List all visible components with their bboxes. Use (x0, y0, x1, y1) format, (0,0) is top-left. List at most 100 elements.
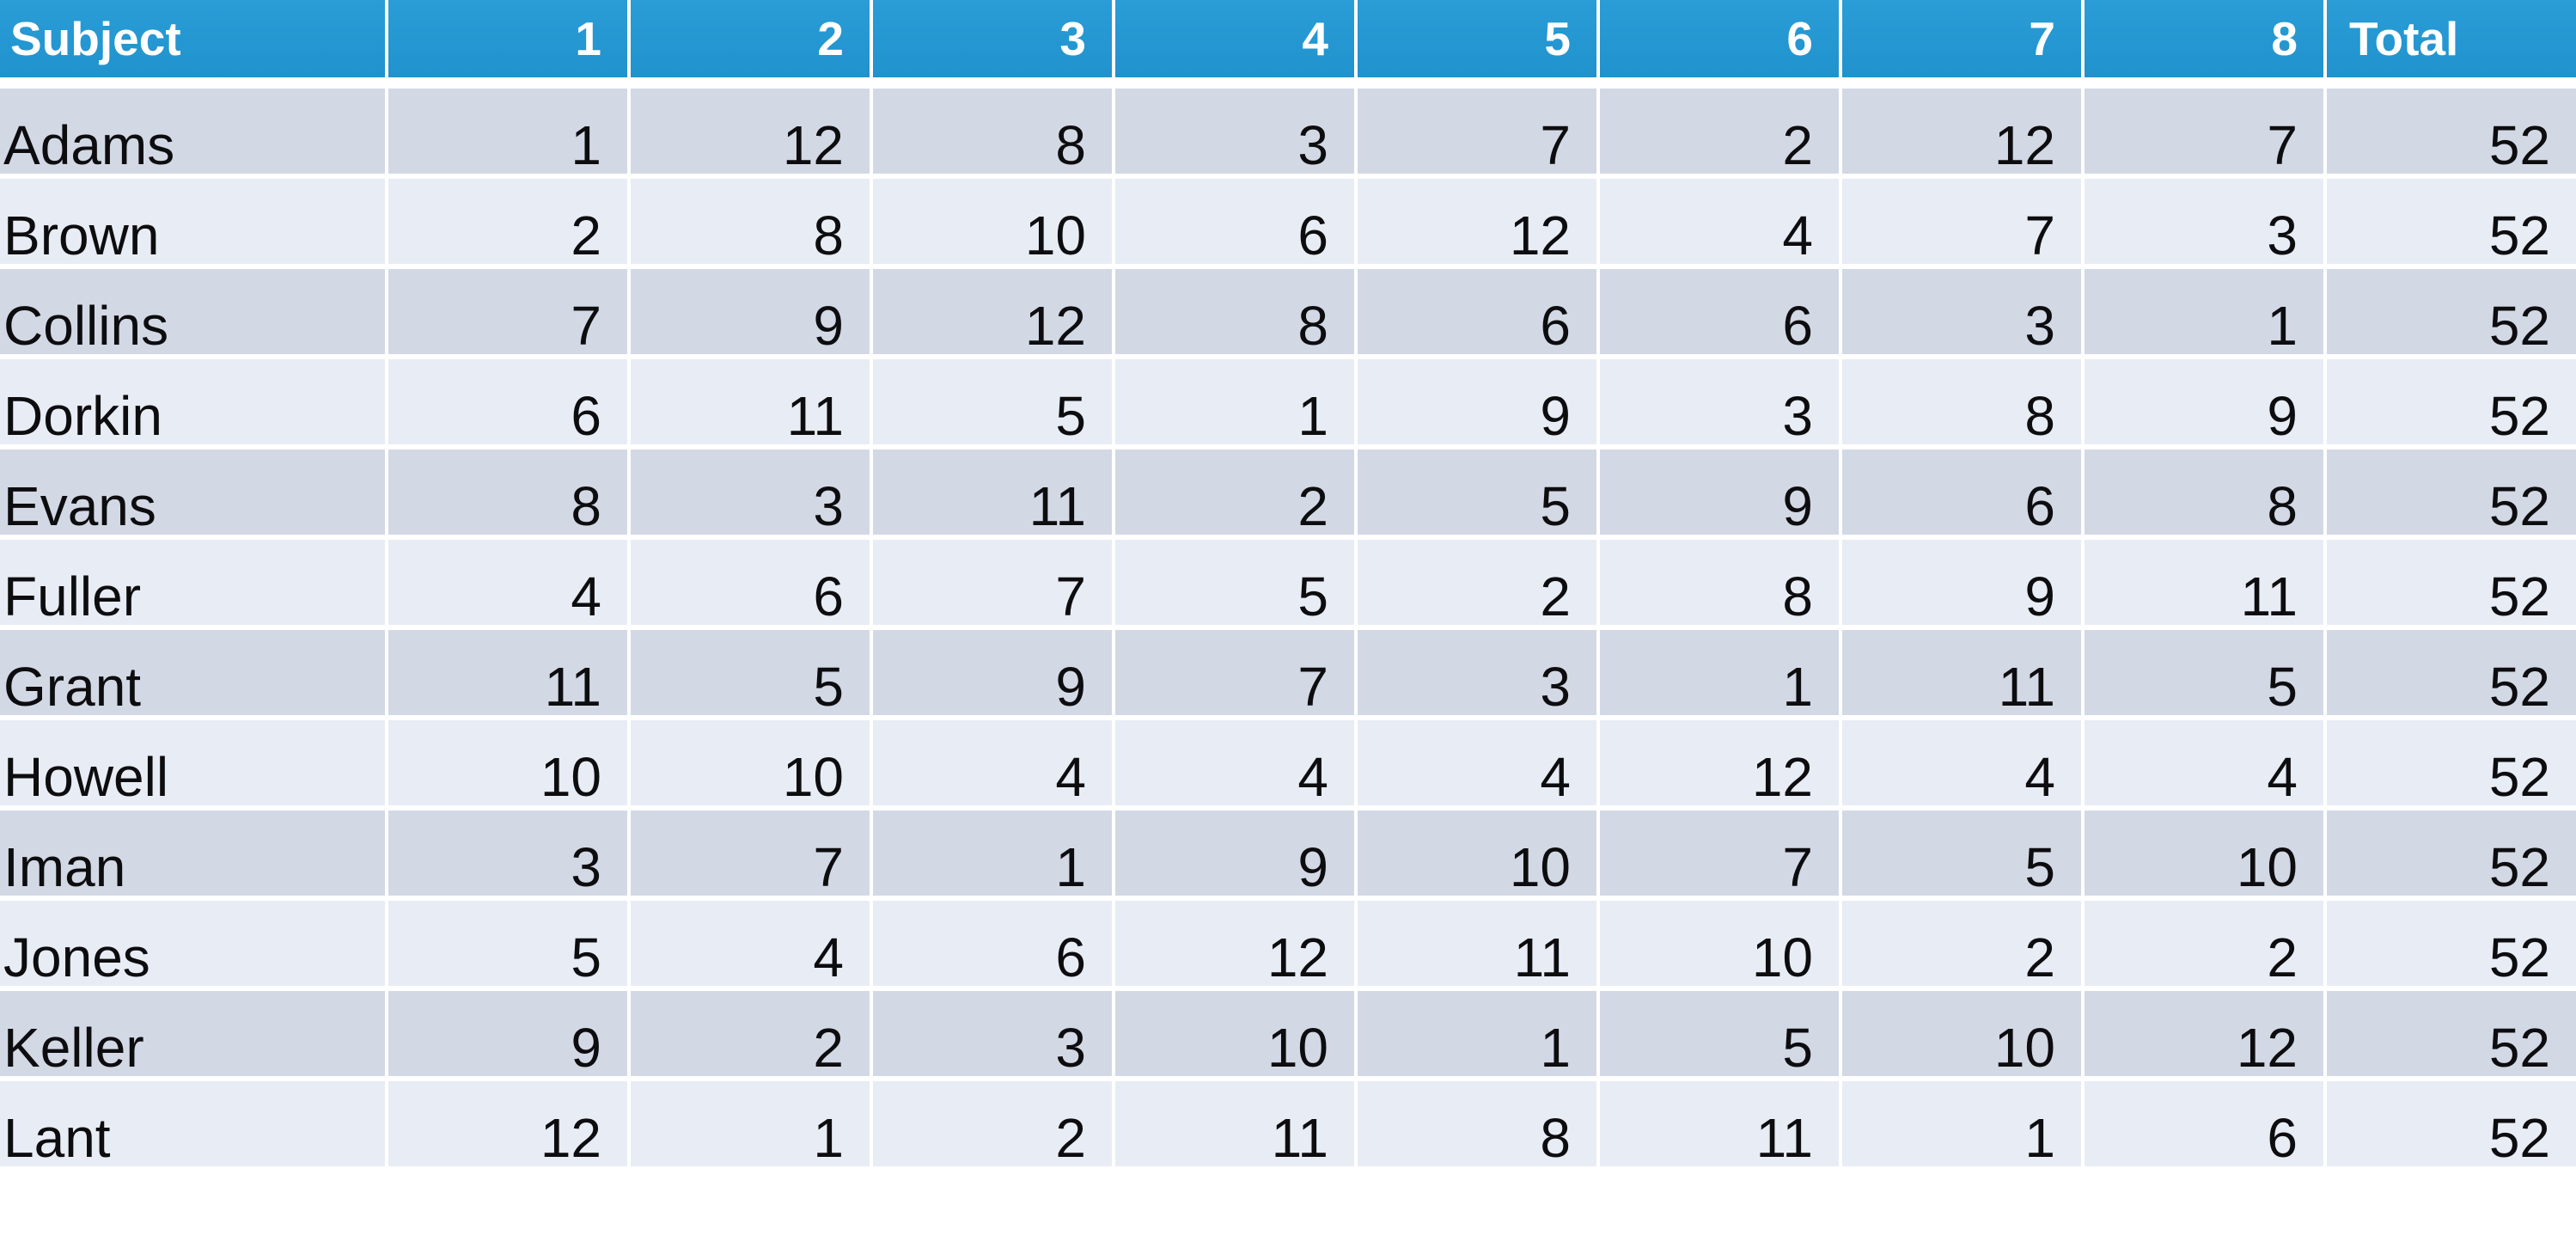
table-cell: 8 (388, 450, 627, 535)
table-cell: 5 (631, 630, 870, 715)
table-cell: 12 (1842, 89, 2081, 174)
table-cell: 8 (2085, 450, 2323, 535)
table-cell: 6 (631, 540, 870, 625)
table-cell: 9 (1600, 450, 1839, 535)
table-cell: 8 (873, 89, 1112, 174)
table-cell: 12 (2085, 991, 2323, 1076)
row-label: Jones (0, 901, 385, 986)
column-header-8: 8 (2085, 0, 2323, 77)
table-cell: 1 (2085, 269, 2323, 354)
table-cell: 7 (2085, 89, 2323, 174)
table-cell: 2 (1842, 901, 2081, 986)
row-total-cell: 52 (2327, 540, 2576, 625)
table-cell: 4 (388, 540, 627, 625)
table-cell: 3 (1358, 630, 1596, 715)
table-cell: 1 (631, 1081, 870, 1166)
table-cell: 11 (388, 630, 627, 715)
row-label: Adams (0, 89, 385, 174)
table-cell: 6 (1600, 269, 1839, 354)
table-cell: 9 (1115, 810, 1354, 896)
row-label: Fuller (0, 540, 385, 625)
table-cell: 2 (631, 991, 870, 1076)
table-cell: 10 (388, 720, 627, 805)
table-cell: 8 (1358, 1081, 1596, 1166)
table-cell: 2 (873, 1081, 1112, 1166)
table-cell: 8 (1600, 540, 1839, 625)
table-cell: 5 (1358, 450, 1596, 535)
table-cell: 5 (1115, 540, 1354, 625)
column-header-4: 4 (1115, 0, 1354, 77)
row-total-cell: 52 (2327, 810, 2576, 896)
table-cell: 3 (631, 450, 870, 535)
table-cell: 10 (631, 720, 870, 805)
row-total-cell: 52 (2327, 359, 2576, 444)
table-cell: 7 (388, 269, 627, 354)
table-cell: 2 (2085, 901, 2323, 986)
table-cell: 10 (1115, 991, 1354, 1076)
table-cell: 1 (1600, 630, 1839, 715)
table-cell: 9 (388, 991, 627, 1076)
table-cell: 5 (1842, 810, 2081, 896)
table-cell: 9 (1358, 359, 1596, 444)
table-cell: 12 (631, 89, 870, 174)
row-total-cell: 52 (2327, 1081, 2576, 1166)
column-header-5: 5 (1358, 0, 1596, 77)
row-total-cell: 52 (2327, 450, 2576, 535)
table-cell: 8 (1842, 359, 2081, 444)
table-cell: 3 (1115, 89, 1354, 174)
table-body: Adams 1 12 8 3 7 2 12 7 52 Brown 2 8 10 … (0, 89, 2576, 1166)
table-cell: 4 (631, 901, 870, 986)
row-label: Lant (0, 1081, 385, 1166)
table-cell: 1 (388, 89, 627, 174)
table-cell: 7 (1358, 89, 1596, 174)
rankings-table: Subject 1 2 3 4 5 6 7 8 Total Adams 1 12… (0, 0, 2576, 1166)
table-cell: 5 (873, 359, 1112, 444)
table-cell: 1 (1115, 359, 1354, 444)
table-cell: 10 (1358, 810, 1596, 896)
table-cell: 6 (873, 901, 1112, 986)
table-cell: 4 (2085, 720, 2323, 805)
table-cell: 7 (1115, 630, 1354, 715)
table-cell: 2 (1600, 89, 1839, 174)
row-total-cell: 52 (2327, 630, 2576, 715)
row-label: Keller (0, 991, 385, 1076)
table-cell: 2 (388, 179, 627, 264)
row-total-cell: 52 (2327, 991, 2576, 1076)
table-cell: 11 (1358, 901, 1596, 986)
table-cell: 6 (2085, 1081, 2323, 1166)
table-cell: 2 (1115, 450, 1354, 535)
table-cell: 12 (1358, 179, 1596, 264)
column-header-total: Total (2327, 0, 2576, 77)
table-cell: 4 (1358, 720, 1596, 805)
column-header-6: 6 (1600, 0, 1839, 77)
table-header-row: Subject 1 2 3 4 5 6 7 8 Total (0, 0, 2576, 77)
table-cell: 12 (1600, 720, 1839, 805)
table-cell: 8 (631, 179, 870, 264)
table-cell: 7 (1842, 179, 2081, 264)
table-cell: 4 (873, 720, 1112, 805)
table-cell: 2 (1358, 540, 1596, 625)
table-cell: 9 (1842, 540, 2081, 625)
column-header-7: 7 (1842, 0, 2081, 77)
table-cell: 1 (1358, 991, 1596, 1076)
column-header-subject: Subject (0, 0, 385, 77)
column-header-1: 1 (388, 0, 627, 77)
row-total-cell: 52 (2327, 179, 2576, 264)
table-cell: 11 (1842, 630, 2081, 715)
row-total-cell: 52 (2327, 720, 2576, 805)
table-cell: 3 (2085, 179, 2323, 264)
table-cell: 7 (1600, 810, 1839, 896)
column-header-2: 2 (631, 0, 870, 77)
table-cell: 11 (1115, 1081, 1354, 1166)
table-cell: 9 (873, 630, 1112, 715)
table-cell: 3 (1600, 359, 1839, 444)
row-label: Iman (0, 810, 385, 896)
table-cell: 10 (873, 179, 1112, 264)
table-cell: 5 (1600, 991, 1839, 1076)
table-cell: 8 (1115, 269, 1354, 354)
table-cell: 6 (388, 359, 627, 444)
row-total-cell: 52 (2327, 269, 2576, 354)
table-cell: 3 (1842, 269, 2081, 354)
row-label: Howell (0, 720, 385, 805)
row-label: Dorkin (0, 359, 385, 444)
